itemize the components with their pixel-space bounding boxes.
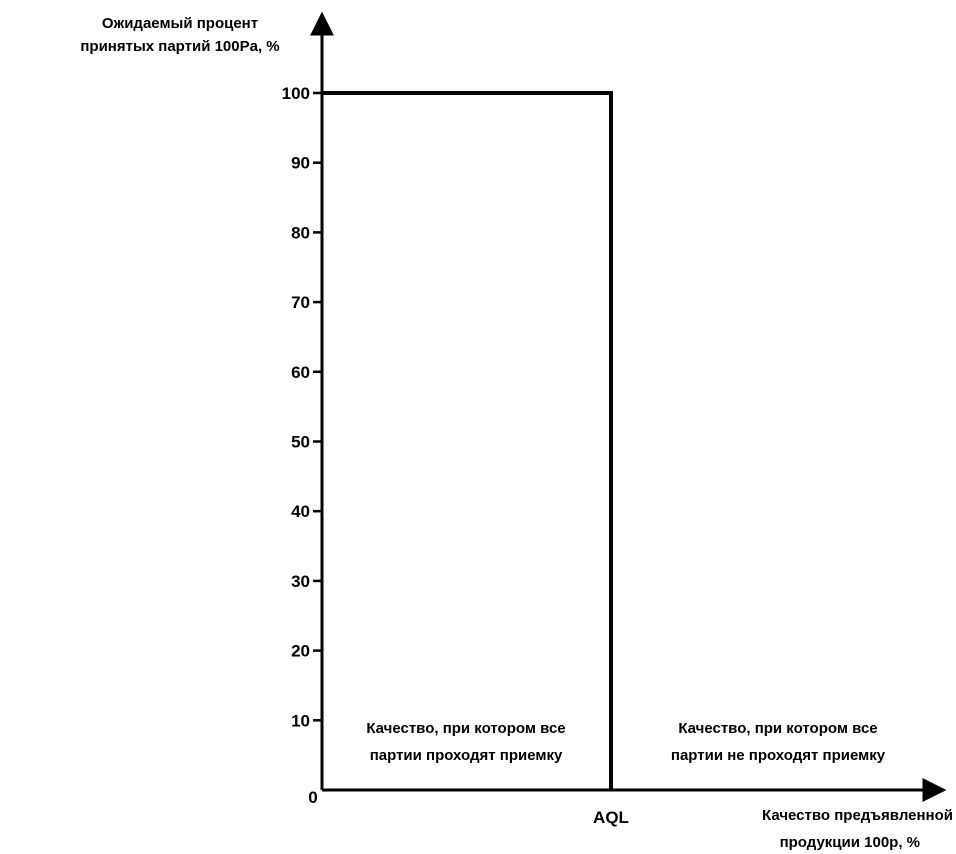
right-region-label-line-1: Качество, при котором все — [678, 720, 877, 737]
x-axis-title-line-2: продукции 100p, % — [780, 834, 920, 851]
y-axis-title-line-2: принятых партий 100Pa, % — [80, 38, 279, 55]
x-axis-title-line-1: Качество предъявленной — [762, 807, 953, 824]
y-tick-label-40: 40 — [291, 502, 310, 521]
left-region-label-line-2: партии проходят приемку — [370, 747, 563, 764]
y-tick-label-80: 80 — [291, 223, 310, 242]
y-tick-label-50: 50 — [291, 433, 310, 452]
origin-label: 0 — [308, 788, 317, 807]
y-tick-label-70: 70 — [291, 293, 310, 312]
right-region-label-line-2: партии не проходят приемку — [671, 747, 886, 764]
y-tick-label-60: 60 — [291, 363, 310, 382]
y-ticks: 10 20 30 40 50 60 70 80 90 100 — [282, 84, 322, 730]
y-axis-title-line-1: Ожидаемый процент — [102, 15, 258, 32]
oc-curve-line — [322, 91, 613, 790]
y-tick-label-90: 90 — [291, 154, 310, 173]
aql-marker-label: AQL — [593, 808, 629, 827]
y-tick-label-10: 10 — [291, 711, 310, 730]
y-tick-label-30: 30 — [291, 572, 310, 591]
left-region-label-line-1: Качество, при котором все — [366, 720, 565, 737]
y-tick-label-100: 100 — [282, 84, 310, 103]
y-tick-label-20: 20 — [291, 642, 310, 661]
